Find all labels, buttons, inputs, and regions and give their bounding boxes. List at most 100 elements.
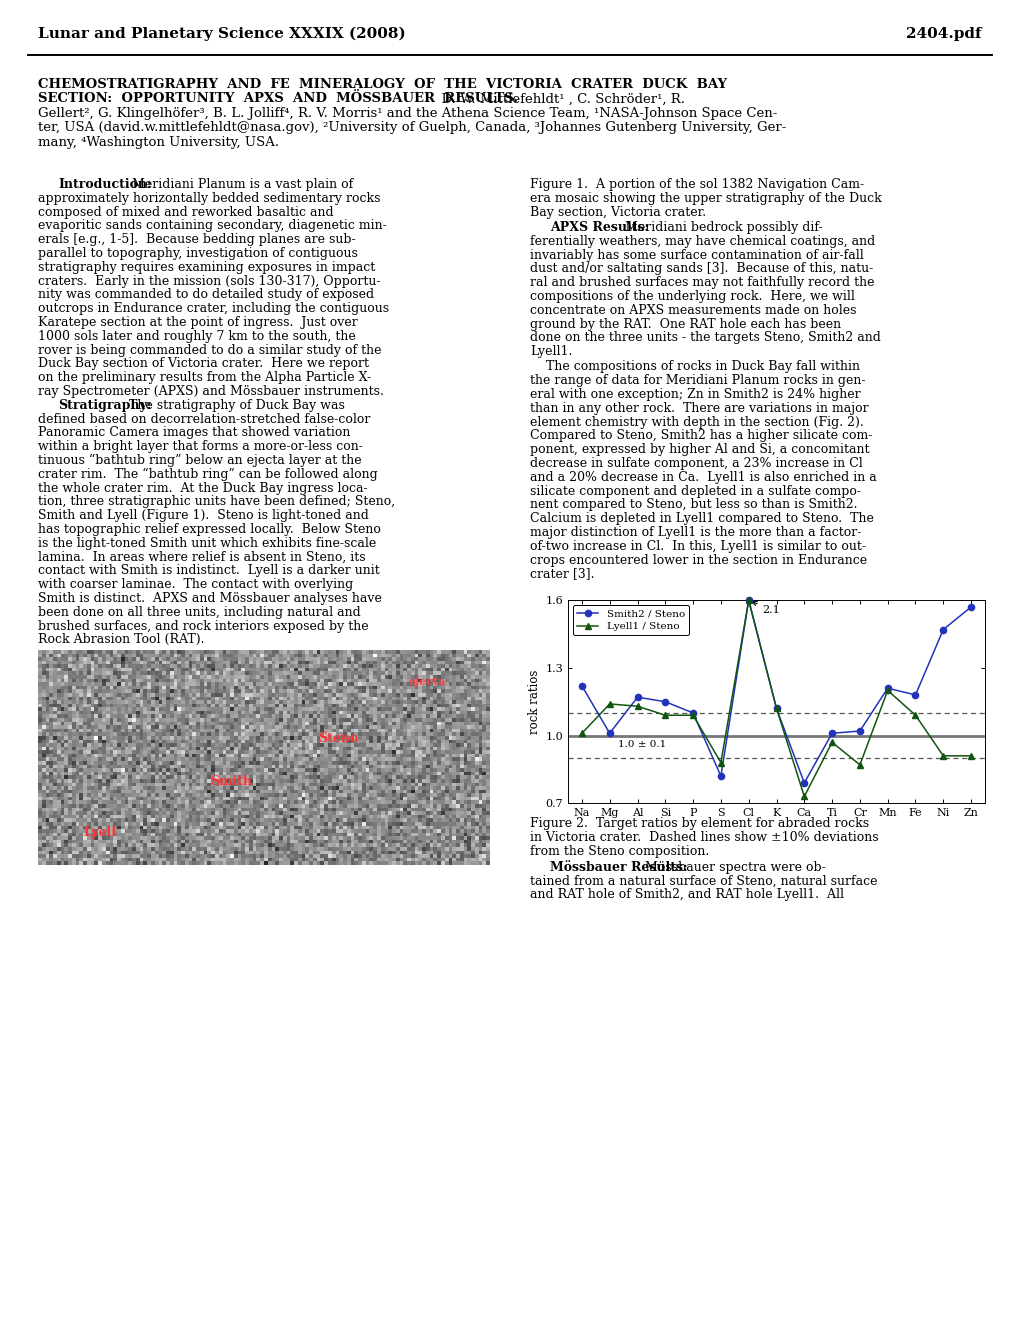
Text: evaporitic sands containing secondary, diagenetic min-: evaporitic sands containing secondary, d… (38, 219, 386, 232)
Text: nent compared to Steno, but less so than is Smith2.: nent compared to Steno, but less so than… (530, 499, 857, 511)
Text: Bay section, Victoria crater.: Bay section, Victoria crater. (530, 206, 705, 219)
Text: Stratigraphy:: Stratigraphy: (58, 399, 151, 412)
Text: brushed surfaces, and rock interiors exposed by the: brushed surfaces, and rock interiors exp… (38, 619, 368, 632)
Text: tained from a natural surface of Steno, natural surface: tained from a natural surface of Steno, … (530, 874, 876, 887)
Text: and a 20% decrease in Ca.  Lyell1 is also enriched in a: and a 20% decrease in Ca. Lyell1 is also… (530, 471, 876, 484)
Smith2 / Steno (687, 705, 699, 721)
Text: in Victoria crater.  Dashed lines show ±10% deviations: in Victoria crater. Dashed lines show ±1… (530, 832, 877, 843)
Text: Meridiani bedrock possibly dif-: Meridiani bedrock possibly dif- (616, 220, 821, 234)
Text: APXS Results:: APXS Results: (549, 220, 648, 234)
Text: ejecta: ejecta (409, 676, 445, 686)
Smith2 / Steno (798, 775, 810, 791)
Text: ter, USA (david.w.mittlefehldt@nasa.gov), ²University of Guelph, Canada, ³Johann: ter, USA (david.w.mittlefehldt@nasa.gov)… (38, 121, 786, 135)
Lyell1 / Steno (909, 708, 921, 723)
Text: Lyell: Lyell (84, 826, 116, 840)
Text: the range of data for Meridiani Planum rocks in gen-: the range of data for Meridiani Planum r… (530, 374, 865, 387)
Lyell1 / Steno (825, 734, 838, 750)
Text: rover is being commanded to do a similar study of the: rover is being commanded to do a similar… (38, 343, 381, 356)
Lyell1 / Steno (880, 682, 893, 698)
Text: ferentially weathers, may have chemical coatings, and: ferentially weathers, may have chemical … (530, 235, 874, 248)
Text: defined based on decorrelation-stretched false-color: defined based on decorrelation-stretched… (38, 413, 370, 425)
Legend: Smith2 / Steno, Lyell1 / Steno: Smith2 / Steno, Lyell1 / Steno (573, 606, 688, 635)
Text: dust and/or saltating sands [3].  Because of this, natu-: dust and/or saltating sands [3]. Because… (530, 263, 872, 276)
Text: compositions of the underlying rock.  Here, we will: compositions of the underlying rock. Her… (530, 290, 854, 302)
Text: tion, three stratigraphic units have been defined; Steno,: tion, three stratigraphic units have bee… (38, 495, 394, 508)
Text: Smith is distinct.  APXS and Mössbauer analyses have: Smith is distinct. APXS and Mössbauer an… (38, 591, 381, 605)
Text: silicate component and depleted in a sulfate compo-: silicate component and depleted in a sul… (530, 484, 860, 498)
Text: Meridiani Planum is a vast plain of: Meridiani Planum is a vast plain of (124, 178, 353, 191)
Lyell1 / Steno (769, 701, 782, 717)
Text: Lunar and Planetary Science XXXIX (2008): Lunar and Planetary Science XXXIX (2008) (38, 26, 406, 41)
Text: is the light-toned Smith unit which exhibits fine-scale: is the light-toned Smith unit which exhi… (38, 537, 376, 550)
Text: Compared to Steno, Smith2 has a higher silicate com-: Compared to Steno, Smith2 has a higher s… (530, 429, 871, 442)
Line: Lyell1 / Steno: Lyell1 / Steno (578, 597, 973, 800)
Line: Smith2 / Steno: Smith2 / Steno (578, 597, 973, 785)
Smith2 / Steno (658, 694, 671, 710)
Lyell1 / Steno (687, 708, 699, 723)
Smith2 / Steno (825, 726, 838, 742)
Text: done on the three units - the targets Steno, Smith2 and: done on the three units - the targets St… (530, 331, 880, 345)
Text: with coarser laminae.  The contact with overlying: with coarser laminae. The contact with o… (38, 578, 353, 591)
Text: Mössbauer spectra were ob-: Mössbauer spectra were ob- (637, 861, 825, 874)
Text: crops encountered lower in the section in Endurance: crops encountered lower in the section i… (530, 553, 866, 566)
Lyell1 / Steno (603, 696, 615, 711)
Text: outcrops in Endurance crater, including the contiguous: outcrops in Endurance crater, including … (38, 302, 388, 315)
Text: Smith: Smith (210, 775, 252, 788)
Text: element chemistry with depth in the section (Fig. 2).: element chemistry with depth in the sect… (530, 416, 863, 429)
Text: invariably has some surface contamination of air-fall: invariably has some surface contaminatio… (530, 248, 863, 261)
Text: ray Spectrometer (APXS) and Mössbauer instruments.: ray Spectrometer (APXS) and Mössbauer in… (38, 385, 383, 399)
Text: the whole crater rim.  At the Duck Bay ingress loca-: the whole crater rim. At the Duck Bay in… (38, 482, 367, 495)
Text: Figure 2.  Target ratios by element for abraded rocks: Figure 2. Target ratios by element for a… (530, 817, 868, 830)
Lyell1 / Steno (936, 748, 949, 764)
Text: has topographic relief expressed locally.  Below Steno: has topographic relief expressed locally… (38, 523, 380, 536)
Text: Karatepe section at the point of ingress.  Just over: Karatepe section at the point of ingress… (38, 315, 358, 329)
Lyell1 / Steno (575, 726, 587, 742)
Text: composed of mixed and reworked basaltic and: composed of mixed and reworked basaltic … (38, 206, 333, 219)
Smith2 / Steno (603, 726, 615, 742)
Text: approximately horizontally bedded sedimentary rocks: approximately horizontally bedded sedime… (38, 191, 380, 205)
Text: CHEMOSTRATIGRAPHY  AND  FE  MINERALOGY  OF  THE  VICTORIA  CRATER  DUCK  BAY: CHEMOSTRATIGRAPHY AND FE MINERALOGY OF T… (38, 78, 727, 91)
Text: Smith and Lyell (Figure 1).  Steno is light-toned and: Smith and Lyell (Figure 1). Steno is lig… (38, 510, 369, 523)
Text: SECTION:  OPPORTUNITY  APXS  AND  MÖSSBAUER  RESULTS.: SECTION: OPPORTUNITY APXS AND MÖSSBAUER … (38, 92, 518, 106)
Smith2 / Steno (880, 680, 893, 696)
Text: than in any other rock.  There are variations in major: than in any other rock. There are variat… (530, 401, 868, 414)
Smith2 / Steno (631, 689, 643, 705)
Lyell1 / Steno (798, 788, 810, 804)
Text: craters.  Early in the mission (sols 130-317), Opportu-: craters. Early in the mission (sols 130-… (38, 275, 380, 288)
Text: nity was commanded to do detailed study of exposed: nity was commanded to do detailed study … (38, 288, 374, 301)
Text: from the Steno composition.: from the Steno composition. (530, 845, 708, 858)
Smith2 / Steno (964, 599, 976, 615)
Text: eral with one exception; Zn in Smith2 is 24% higher: eral with one exception; Zn in Smith2 is… (530, 388, 860, 401)
Text: crater [3].: crater [3]. (530, 568, 594, 581)
Text: stratigraphy requires examining exposures in impact: stratigraphy requires examining exposure… (38, 261, 375, 273)
Text: been done on all three units, including natural and: been done on all three units, including … (38, 606, 361, 619)
Text: Figure 1.  A portion of the sol 1382 Navigation Cam-: Figure 1. A portion of the sol 1382 Navi… (530, 178, 863, 191)
Text: ground by the RAT.  One RAT hole each has been: ground by the RAT. One RAT hole each has… (530, 318, 841, 330)
Text: The compositions of rocks in Duck Bay fall within: The compositions of rocks in Duck Bay fa… (530, 360, 859, 374)
Text: within a bright layer that forms a more-or-less con-: within a bright layer that forms a more-… (38, 440, 363, 453)
Lyell1 / Steno (853, 756, 865, 772)
Text: on the preliminary results from the Alpha Particle X-: on the preliminary results from the Alph… (38, 371, 371, 384)
Text: 2.1: 2.1 (752, 602, 780, 615)
Text: Gellert², G. Klingelhöfer³, B. L. Jolliff⁴, R. V. Morris¹ and the Athena Science: Gellert², G. Klingelhöfer³, B. L. Jollif… (38, 107, 776, 120)
Text: of-two increase in Cl.  In this, Lyell1 is similar to out-: of-two increase in Cl. In this, Lyell1 i… (530, 540, 865, 553)
Smith2 / Steno (742, 593, 754, 609)
Text: 2404.pdf: 2404.pdf (906, 26, 981, 41)
Text: 1000 sols later and roughly 7 km to the south, the: 1000 sols later and roughly 7 km to the … (38, 330, 356, 343)
Text: contact with Smith is indistinct.  Lyell is a darker unit: contact with Smith is indistinct. Lyell … (38, 565, 379, 577)
Text: Lyell1.: Lyell1. (530, 345, 572, 358)
Text: concentrate on APXS measurements made on holes: concentrate on APXS measurements made on… (530, 304, 856, 317)
Text: D. W. Mittlefehldt¹ , C. Schröder¹, R.: D. W. Mittlefehldt¹ , C. Schröder¹, R. (433, 92, 685, 106)
Smith2 / Steno (575, 678, 587, 694)
Text: Mössbauer Results:: Mössbauer Results: (549, 861, 687, 874)
Lyell1 / Steno (742, 593, 754, 609)
Text: lamina.  In areas where relief is absent in Steno, its: lamina. In areas where relief is absent … (38, 550, 365, 564)
Text: era mosaic showing the upper stratigraphy of the Duck: era mosaic showing the upper stratigraph… (530, 191, 880, 205)
Text: and RAT hole of Smith2, and RAT hole Lyell1.  All: and RAT hole of Smith2, and RAT hole Lye… (530, 888, 843, 902)
Lyell1 / Steno (658, 708, 671, 723)
Smith2 / Steno (909, 686, 921, 702)
Text: parallel to topography, investigation of contiguous: parallel to topography, investigation of… (38, 247, 358, 260)
Text: Duck Bay section of Victoria crater.  Here we report: Duck Bay section of Victoria crater. Her… (38, 358, 369, 371)
Smith2 / Steno (936, 622, 949, 638)
Lyell1 / Steno (964, 748, 976, 764)
